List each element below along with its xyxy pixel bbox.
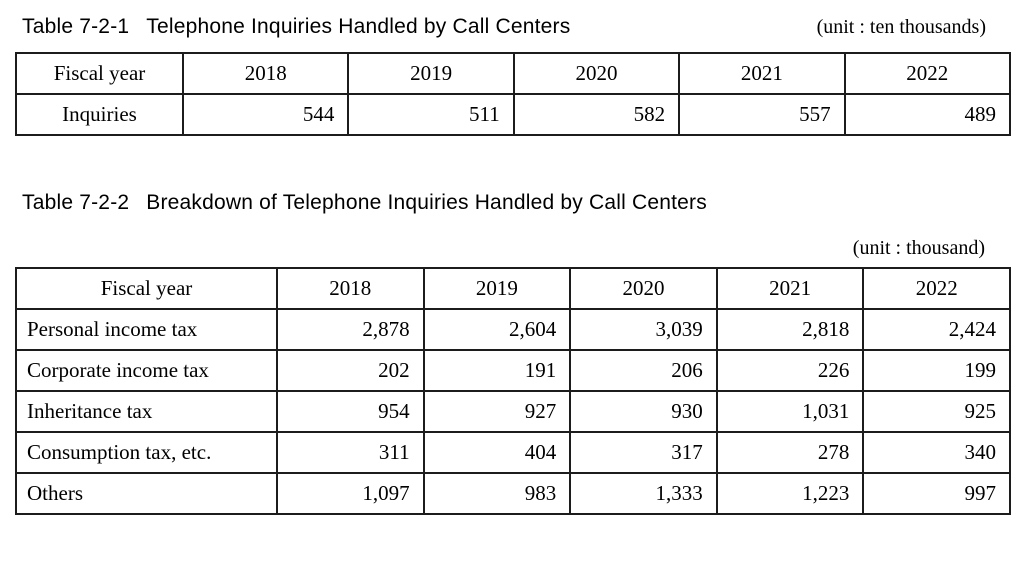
table2-value-cell: 206 [569, 349, 718, 392]
table2-unit-note: (unit : thousand) [852, 237, 985, 259]
table2-value-cell: 2,424 [862, 308, 1011, 351]
table2: Fiscal year 2018 2019 2020 2021 2022 Per… [15, 267, 1011, 515]
table2-value-cell: 983 [422, 472, 572, 515]
table2-data-row: Consumption tax, etc. 311 404 317 278 34… [15, 431, 1011, 474]
table2-fiscal-year-header: Fiscal year [15, 267, 278, 310]
table2-data-row: Personal income tax 2,878 2,604 3,039 2,… [15, 308, 1011, 351]
table2-value-cell: 930 [569, 390, 718, 433]
table2-value-cell: 1,223 [715, 472, 865, 515]
table2-value-cell: 226 [715, 349, 865, 392]
table2-header-row: Fiscal year 2018 2019 2020 2021 2022 [15, 267, 1011, 310]
table2-row-label: Others [15, 472, 278, 515]
table1-caption-row: Table 7-2-1 Telephone Inquiries Handled … [22, 15, 986, 39]
table2-data-row: Others 1,097 983 1,333 1,223 997 [15, 472, 1011, 515]
table2-value-cell: 2,604 [422, 308, 572, 351]
table2-data-row: Corporate income tax 202 191 206 226 199 [15, 349, 1011, 392]
table1-value-cell: 511 [347, 93, 515, 136]
table2-value-cell: 199 [862, 349, 1011, 392]
table2-value-cell: 2,818 [715, 308, 865, 351]
table2-caption-label: Table 7-2-2 [22, 191, 130, 214]
table2-value-cell: 3,039 [569, 308, 718, 351]
table1-caption-label: Table 7-2-1 [22, 15, 130, 38]
table2-row-label: Personal income tax [15, 308, 278, 351]
table1-data-row: Inquiries 544 511 582 557 489 [15, 93, 1012, 136]
table1-unit-note: (unit : ten thousands) [816, 16, 986, 38]
table2-value-cell: 954 [276, 390, 425, 433]
table2-row-label: Consumption tax, etc. [15, 431, 278, 474]
table1-row-label: Inquiries [15, 93, 184, 136]
table2-data-row: Inheritance tax 954 927 930 1,031 925 [15, 390, 1011, 433]
table2-year-header: 2021 [715, 267, 865, 310]
table2-value-cell: 191 [422, 349, 572, 392]
table2-value-cell: 1,097 [276, 472, 425, 515]
table2-value-cell: 278 [715, 431, 865, 474]
table2-value-cell: 927 [422, 390, 572, 433]
table2-year-header: 2018 [276, 267, 425, 310]
table2-value-cell: 925 [862, 390, 1011, 433]
table1-value-cell: 557 [678, 93, 846, 136]
table2-caption-row: Table 7-2-2 Breakdown of Telephone Inqui… [22, 191, 986, 215]
table2-value-cell: 202 [276, 349, 425, 392]
table1-header-row: Fiscal year 2018 2019 2020 2021 2022 [15, 52, 1012, 95]
table2-value-cell: 311 [276, 431, 425, 474]
table1-year-header: 2019 [347, 52, 515, 95]
table2-value-cell: 340 [862, 431, 1011, 474]
table2-caption-title: Breakdown of Telephone Inquiries Handled… [146, 191, 707, 214]
table1-caption-title: Telephone Inquiries Handled by Call Cent… [146, 15, 571, 38]
table1-year-header: 2021 [678, 52, 846, 95]
table1-value-cell: 582 [512, 93, 681, 136]
table1-fiscal-year-header: Fiscal year [15, 52, 184, 95]
table2-year-header: 2022 [862, 267, 1011, 310]
table2-value-cell: 404 [422, 431, 572, 474]
table2-year-header: 2019 [422, 267, 572, 310]
table2-value-cell: 1,031 [715, 390, 865, 433]
table2-value-cell: 2,878 [276, 308, 425, 351]
table2-row-label: Corporate income tax [15, 349, 278, 392]
table2-value-cell: 1,333 [569, 472, 718, 515]
table2-value-cell: 997 [862, 472, 1011, 515]
table1-year-header: 2022 [843, 52, 1012, 95]
table2-value-cell: 317 [569, 431, 718, 474]
table1-year-header: 2020 [512, 52, 681, 95]
table1-value-cell: 544 [181, 93, 350, 136]
table1: Fiscal year 2018 2019 2020 2021 2022 Inq… [15, 52, 1012, 136]
table1-year-header: 2018 [181, 52, 350, 95]
table1-value-cell: 489 [843, 93, 1012, 136]
table2-year-header: 2020 [569, 267, 718, 310]
table2-row-label: Inheritance tax [15, 390, 278, 433]
